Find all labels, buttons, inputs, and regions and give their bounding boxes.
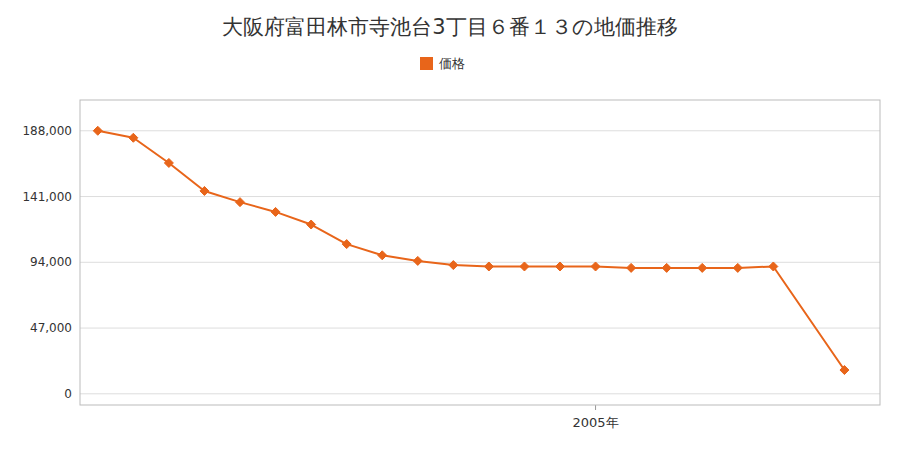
legend: 価格 bbox=[420, 56, 465, 71]
line bbox=[98, 131, 845, 370]
x-tick-label: 2005年 bbox=[573, 415, 619, 430]
marker bbox=[413, 256, 422, 265]
y-tick-label: 0 bbox=[64, 387, 72, 401]
y-tick-label: 94,000 bbox=[30, 255, 72, 269]
marker bbox=[662, 263, 671, 272]
marker bbox=[556, 262, 565, 271]
marker bbox=[520, 262, 529, 271]
marker bbox=[200, 186, 209, 195]
marker bbox=[93, 126, 102, 135]
plot-area bbox=[93, 126, 849, 374]
grid-line bbox=[80, 328, 880, 329]
marker bbox=[627, 263, 636, 272]
marker bbox=[840, 366, 849, 375]
marker bbox=[591, 262, 600, 271]
marker bbox=[484, 262, 493, 271]
chart: 大阪府富田林市寺池台3丁目６番１３の地価推移 0 47,000 94,000 141,0… bbox=[0, 0, 900, 450]
plot-frame bbox=[80, 100, 880, 405]
marker bbox=[733, 263, 742, 272]
marker bbox=[378, 251, 387, 260]
marker bbox=[449, 261, 458, 270]
x-tick bbox=[595, 405, 596, 410]
marker bbox=[342, 240, 351, 249]
legend-label: 価格 bbox=[439, 56, 465, 71]
marker bbox=[129, 133, 138, 142]
grid-line bbox=[80, 262, 880, 263]
marker bbox=[164, 158, 173, 167]
title: 大阪府富田林市寺池台3丁目６番１３の地価推移 bbox=[222, 15, 677, 39]
marker bbox=[307, 220, 316, 229]
grid bbox=[80, 131, 880, 394]
y-tick-label: 47,000 bbox=[30, 321, 72, 335]
marker bbox=[236, 198, 245, 207]
grid-line bbox=[80, 393, 880, 394]
y-tick-label: 141,000 bbox=[22, 190, 72, 204]
marker bbox=[271, 207, 280, 216]
marker bbox=[769, 262, 778, 271]
marker bbox=[698, 263, 707, 272]
grid-line bbox=[80, 196, 880, 197]
legend-swatch bbox=[420, 57, 433, 70]
grid-line bbox=[80, 130, 880, 131]
y-tick-label: 188,000 bbox=[22, 124, 72, 138]
